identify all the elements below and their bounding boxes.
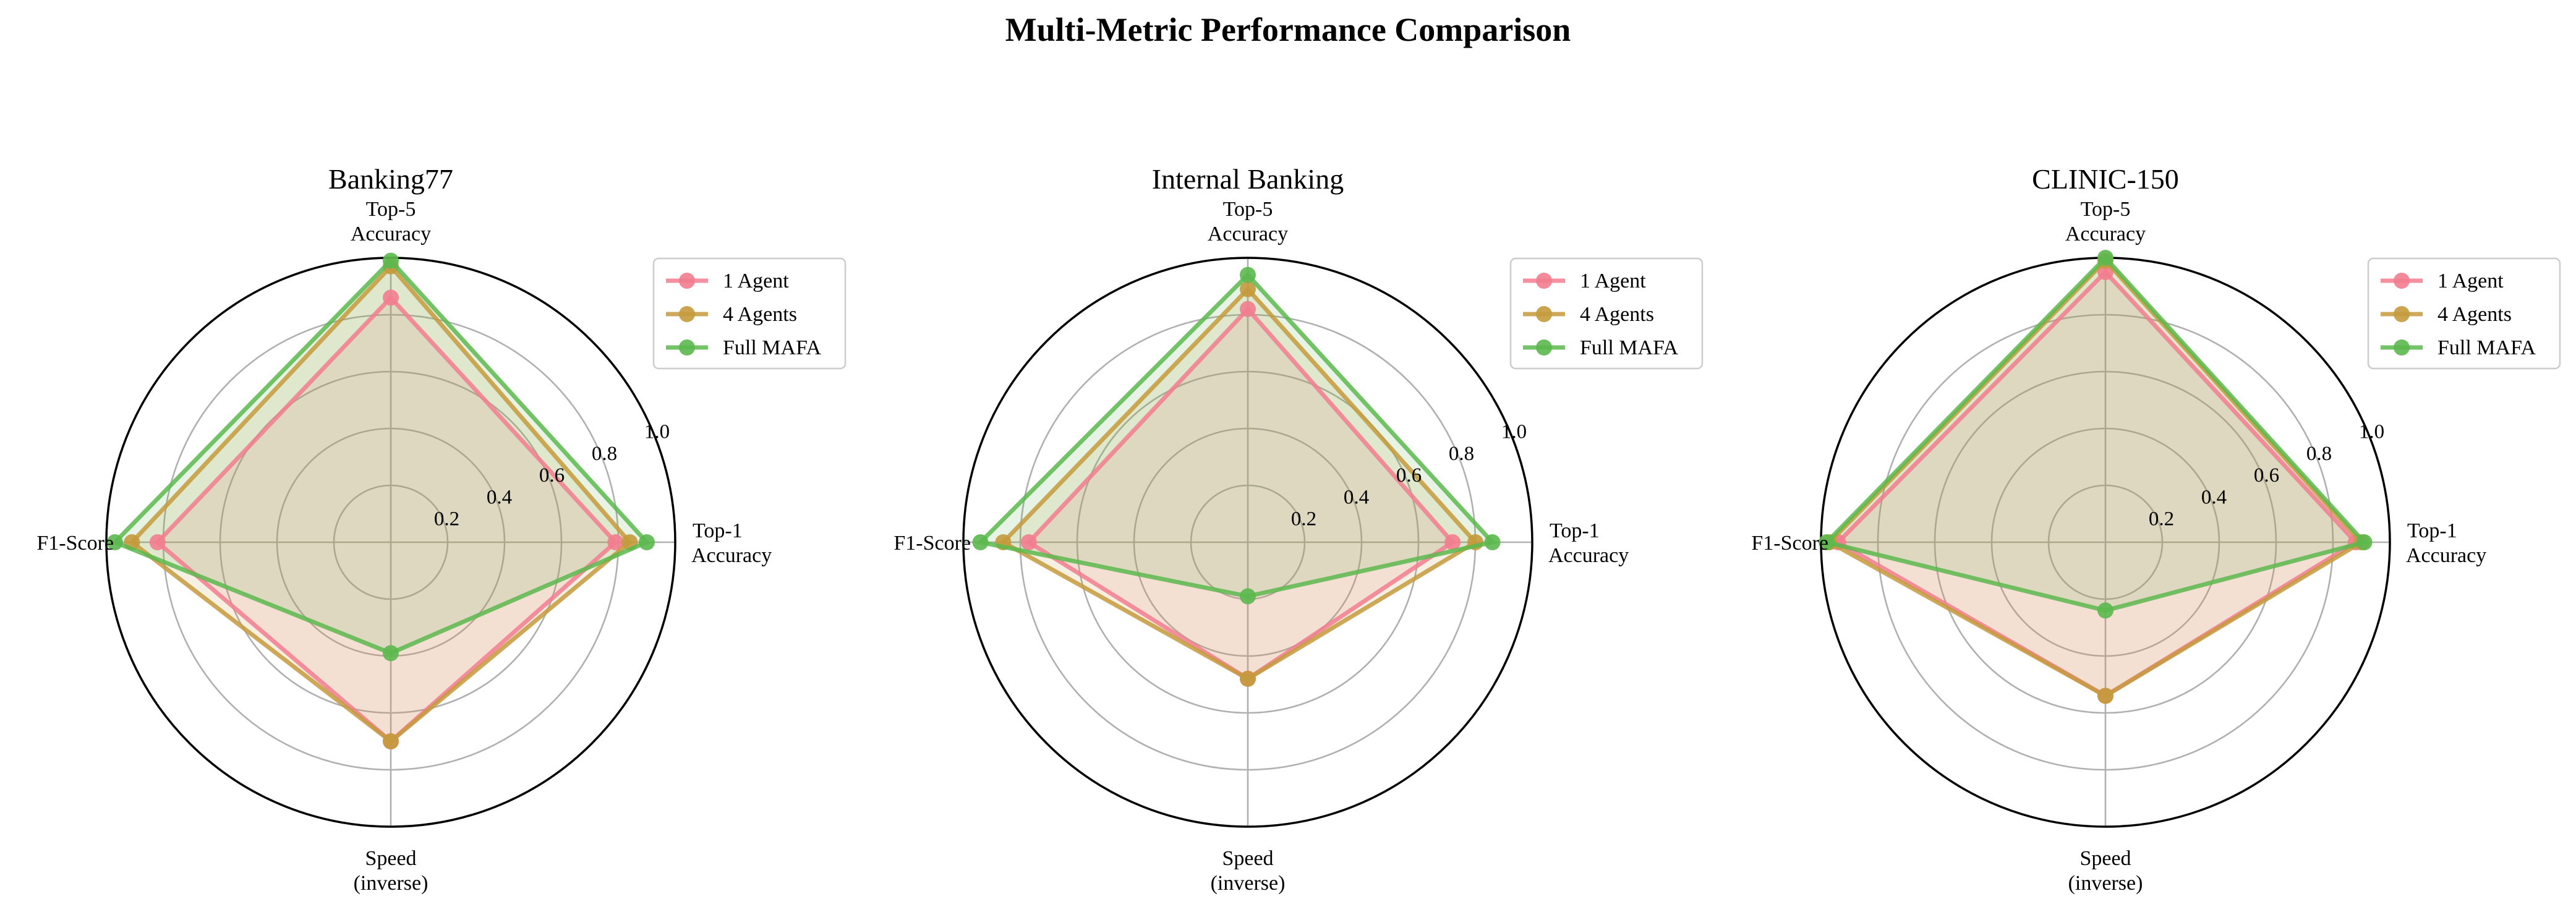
axis-label-f1-score: F1-Score [1751, 532, 1828, 555]
data-point-4-agents [383, 733, 399, 749]
data-point-full-mafa [2356, 534, 2373, 550]
data-point-full-mafa [2097, 602, 2113, 619]
radial-tick-label: 0.4 [1344, 486, 1369, 508]
series-lines [972, 266, 1501, 687]
legend-marker-4-agents [679, 306, 695, 322]
legend-marker-full-mafa [1536, 339, 1552, 356]
data-point-1-agent [1444, 534, 1461, 550]
legend: 1 Agent 4 Agents Full MAFA [2367, 257, 2561, 370]
axis-label-speed: Speed (inverse) [1211, 847, 1286, 895]
data-point-full-mafa [1240, 266, 1256, 283]
series-lines [106, 252, 655, 749]
axis-label-f1-score: F1-Score [893, 532, 971, 555]
radar-panel-clinic-150: CLINIC-150 0.2 0.4 0.6 0.8 1.0 Top-1 Accuracy To… [1751, 163, 2561, 895]
radial-tick-label: 0.6 [539, 464, 565, 487]
series-area-4-agents [1829, 260, 2361, 696]
legend-label-1-agent: 1 Agent [1580, 270, 1646, 292]
legend-marker-1-agent [679, 273, 695, 289]
legend-label-full-mafa: Full MAFA [723, 336, 821, 359]
series-fills [980, 275, 1493, 679]
legend-marker-1-agent [1536, 273, 1552, 289]
data-point-full-mafa [972, 534, 989, 550]
series-fills [1827, 258, 2365, 696]
data-point-full-mafa [106, 534, 123, 550]
legend-label-1-agent: 1 Agent [2437, 270, 2504, 292]
axis-label-top-5: Top-5 Accuracy [351, 198, 431, 245]
legend-label-full-mafa: Full MAFA [2437, 336, 2536, 359]
axis-label-top-1: Top-1 Accuracy [1548, 519, 1629, 567]
axis-label-speed: Speed (inverse) [354, 847, 429, 895]
data-point-1-agent [1020, 534, 1037, 550]
legend-label-4-agents: 4 Agents [723, 303, 797, 326]
series-fills [114, 260, 647, 741]
legend: 1 Agent 4 Agents Full MAFA [652, 257, 847, 370]
data-point-1-agent [149, 534, 166, 550]
data-point-4-agents [2097, 688, 2113, 704]
radial-tick-label: 0.4 [487, 486, 512, 508]
radar-panel-internal-banking: Internal Banking 0.2 0.4 0.6 0.8 1.0 Top-1 Accu… [893, 163, 1704, 895]
legend-marker-1-agent [2394, 273, 2410, 289]
series-area-full-mafa [980, 275, 1493, 597]
series-lines [1819, 250, 2373, 704]
data-point-1-agent [607, 534, 624, 550]
series-area-4-agents [1003, 289, 1475, 679]
radial-tick-label: 0.8 [1449, 443, 1474, 465]
radial-tick-label: 0.2 [434, 508, 459, 530]
legend-frame [2367, 257, 2561, 370]
legend-label-full-mafa: Full MAFA [1580, 336, 1678, 359]
data-point-full-mafa [383, 252, 399, 269]
radial-tick-label: 0.8 [592, 443, 617, 465]
legend-marker-4-agents [1536, 306, 1552, 322]
axis-label-top-5: Top-5 Accuracy [1208, 198, 1288, 245]
legend-frame [1509, 257, 1704, 370]
series-area-full-mafa [114, 260, 647, 654]
legend-label-1-agent: 1 Agent [723, 270, 789, 292]
radial-tick-label: 0.2 [2149, 508, 2174, 530]
radial-tick-label: 0.6 [1396, 464, 1422, 487]
axis-label-top-5: Top-5 Accuracy [2065, 198, 2146, 245]
data-point-full-mafa [1484, 534, 1501, 550]
panel-title: Internal Banking [1152, 163, 1344, 195]
radar-panels: Banking77 0.2 0.4 0.6 0.8 1.0 Top-1 Accuracy Top… [36, 163, 2561, 895]
data-point-1-agent [1240, 300, 1256, 317]
data-point-full-mafa [1240, 588, 1256, 605]
data-point-4-agents [1240, 670, 1256, 687]
legend: 1 Agent 4 Agents Full MAFA [1509, 257, 1704, 370]
polar-frame [962, 257, 1533, 828]
legend-label-4-agents: 4 Agents [2437, 303, 2512, 326]
series-area-1-agent [1838, 272, 2356, 696]
figure-title: Multi-Metric Performance Comparison [1005, 11, 1571, 48]
series-area-1-agent [1028, 309, 1453, 679]
series-area-1-agent [157, 297, 616, 741]
legend-marker-full-mafa [2394, 339, 2410, 356]
series-area-4-agents [132, 266, 630, 741]
series-area-full-mafa [1827, 258, 2365, 611]
data-point-full-mafa [383, 645, 399, 662]
axis-label-top-1: Top-1 Accuracy [2406, 519, 2486, 567]
radial-tick-label: 0.6 [2254, 464, 2279, 487]
radial-tick-label: 0.4 [2201, 486, 2227, 508]
data-point-1-agent [383, 289, 399, 306]
panel-title: Banking77 [328, 163, 453, 195]
panel-title: CLINIC-150 [2032, 163, 2179, 195]
radial-tick-label: 0.8 [2306, 443, 2332, 465]
axis-label-speed: Speed (inverse) [2068, 847, 2143, 895]
data-point-4-agents [1240, 281, 1256, 297]
axis-label-f1-score: F1-Score [36, 532, 114, 555]
radar-panel-banking77: Banking77 0.2 0.4 0.6 0.8 1.0 Top-1 Accuracy Top… [36, 163, 847, 895]
legend-marker-full-mafa [679, 339, 695, 356]
legend-frame [652, 257, 847, 370]
radial-tick-label: 1.0 [2359, 421, 2384, 443]
data-point-full-mafa [1819, 534, 1835, 550]
data-point-full-mafa [2097, 250, 2113, 266]
legend-marker-4-agents [2394, 306, 2410, 322]
data-point-full-mafa [639, 534, 655, 550]
axis-label-top-1: Top-1 Accuracy [691, 519, 772, 567]
radial-tick-label: 1.0 [644, 421, 670, 443]
radial-tick-label: 0.2 [1291, 508, 1316, 530]
radial-tick-label: 1.0 [1501, 421, 1527, 443]
legend-label-4-agents: 4 Agents [1580, 303, 1654, 326]
